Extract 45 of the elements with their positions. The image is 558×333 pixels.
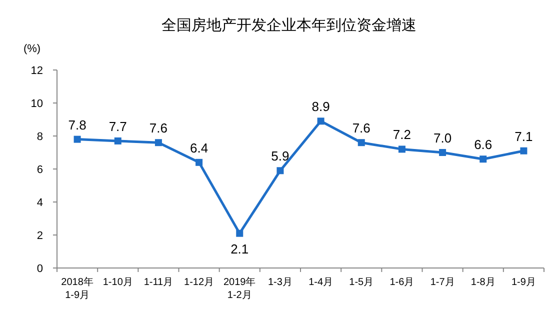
data-label: 7.0 xyxy=(434,130,452,146)
x-tick-label: 2019年 1-2月 xyxy=(224,276,256,301)
data-label: 7.2 xyxy=(392,127,411,142)
x-tick-label: 1-9月 xyxy=(511,277,536,288)
data-label: 6.6 xyxy=(474,137,492,152)
data-label: 8.9 xyxy=(312,99,330,114)
point xyxy=(236,230,244,237)
x-tick-label: 1-7月 xyxy=(430,277,455,288)
x-tick-label: 1-8月 xyxy=(470,277,496,288)
point xyxy=(276,167,284,174)
point xyxy=(114,137,122,144)
x-tick-label: 1-12月 xyxy=(184,277,214,288)
data-label: 7.7 xyxy=(108,118,127,134)
y-tick-label: 10 xyxy=(30,98,43,110)
x-tick-label: 1-5月 xyxy=(349,277,374,288)
x-tick-label: 1-6月 xyxy=(390,277,414,288)
x-tick-label: 1-11月 xyxy=(144,277,174,288)
point xyxy=(398,146,406,153)
x-tick-label: 1-3月 xyxy=(268,277,292,288)
point xyxy=(74,136,81,143)
point xyxy=(154,139,162,146)
x-tick-label: 1-10月 xyxy=(102,277,133,288)
point xyxy=(439,149,446,156)
y-tick-label: 2 xyxy=(36,230,43,242)
data-label: 5.9 xyxy=(271,148,290,164)
data-label: 2.1 xyxy=(230,241,249,256)
data-label: 7.6 xyxy=(352,120,370,136)
x-tick-label: 1-4月 xyxy=(308,277,334,288)
x-tick-label: 2018年 1-9月 xyxy=(61,276,94,301)
point xyxy=(480,156,487,163)
y-axis-title: (%) xyxy=(23,43,41,55)
data-label: 7.8 xyxy=(68,117,86,132)
point xyxy=(520,147,528,154)
data-label: 7.6 xyxy=(149,120,168,136)
chart-title: 全国房地产开发企业本年到位资金增速 xyxy=(162,17,416,34)
point xyxy=(196,158,203,166)
point xyxy=(358,139,365,146)
y-tick-label: 6 xyxy=(36,164,43,176)
y-tick-label: 4 xyxy=(36,197,43,209)
y-tick-label: 12 xyxy=(30,65,43,77)
y-tick-label: 8 xyxy=(36,131,43,143)
data-label: 7.1 xyxy=(514,128,533,144)
point xyxy=(317,118,324,125)
data-label: 6.4 xyxy=(190,140,208,156)
y-tick-label: 0 xyxy=(36,263,43,275)
